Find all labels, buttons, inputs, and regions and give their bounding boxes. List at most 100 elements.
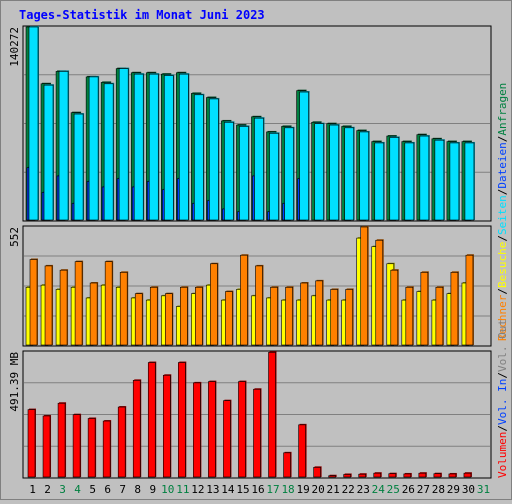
x-tick-label: 30 [462,483,475,496]
x-tick-label: 21 [327,483,340,496]
bar-rechner-13 [210,263,218,346]
x-tick-label: 3 [59,483,66,496]
x-tick-label: 27 [417,483,430,496]
bar-rechner-12 [195,286,203,346]
bar-seiten-17 [269,133,279,221]
legend-separator: / [496,425,509,432]
bar-volumen-1 [27,409,36,478]
bar-volumen-28 [433,473,442,478]
y-max-label-volume: 491.39 MB [8,352,21,412]
bar-dateien-12 [192,203,195,221]
x-tick-label: 31 [477,483,490,496]
legend-item: Besuche [496,242,509,288]
bar-volumen-19 [298,424,306,478]
bar-rechner-16 [255,265,263,346]
bar-seiten-20 [314,123,324,221]
x-tick-label: 15 [236,483,249,496]
bar-rechner-1 [29,259,38,346]
bar-rechner-9 [149,286,158,346]
bar-volumen-12 [193,382,201,478]
legend-item: Vol. Out [496,319,509,372]
legend-separator: / [496,288,509,295]
bar-seiten-19 [299,91,309,221]
x-tick-label: 9 [149,483,156,496]
bar-dateien-4 [71,203,75,221]
bar-volumen-4 [72,414,81,478]
x-tick-label: 16 [251,483,264,496]
bar-seiten-28 [434,139,445,221]
x-tick-label: 5 [89,483,96,496]
bar-seiten-15 [239,126,249,221]
x-tick-label: 29 [447,483,460,496]
bar-rechner-21 [330,289,338,346]
bar-volumen-6 [102,420,111,478]
bar-volumen-27 [418,472,427,478]
bar-rechner-10 [164,293,173,346]
bar-seiten-16 [254,117,264,221]
bar-rechner-28 [435,286,444,346]
legend-item: Seiten [496,195,509,235]
bar-dateien-7 [116,178,120,221]
bar-volumen-5 [87,418,96,478]
x-tick-label: 12 [191,483,204,496]
bar-seiten-21 [329,124,339,221]
x-tick-label: 26 [402,483,415,496]
chart-title: Tages-Statistik im Monat Juni 2023 [19,8,265,22]
x-tick-label: 19 [296,483,309,496]
bar-volumen-11 [178,362,186,478]
bar-volumen-29 [448,473,457,478]
x-tick-label: 28 [432,483,445,496]
bar-rechner-4 [74,261,83,346]
bar-dateien-13 [207,200,210,221]
bar-volumen-24 [373,472,382,478]
x-tick-label: 25 [387,483,400,496]
bar-rechner-15 [240,254,248,346]
bar-volumen-7 [117,406,126,478]
bar-volumen-22 [343,474,351,478]
bar-dateien-15 [237,211,240,221]
y-max-label-hits: 140272 [8,27,21,67]
bar-seiten-2 [43,84,54,221]
bar-seiten-7 [118,68,129,221]
bar-rechner-27 [420,272,429,346]
x-tick-label: 7 [119,483,126,496]
bar-seiten-11 [179,73,189,221]
bar-seiten-14 [224,122,234,221]
bar-rechner-30 [465,254,474,346]
bar-seiten-10 [163,75,174,221]
bar-rechner-24 [375,239,384,346]
x-tick-label: 4 [74,483,81,496]
bar-volumen-15 [238,381,246,478]
bar-volumen-26 [403,473,412,478]
bar-dateien-8 [131,186,135,221]
bar-volumen-13 [208,381,216,478]
bar-seiten-22 [344,127,354,221]
bar-volumen-2 [42,415,51,478]
bar-seiten-8 [133,73,144,221]
bar-seiten-1 [28,26,39,221]
legend-separator: / [496,372,509,379]
bar-seiten-24 [374,142,385,221]
bar-volumen-20 [313,467,321,478]
bar-rechner-18 [285,286,293,346]
x-tick-label: 8 [134,483,141,496]
bar-volumen-17 [268,352,276,478]
bar-seiten-12 [194,94,204,221]
bar-seiten-27 [419,135,430,221]
bar-dateien-10 [161,189,165,221]
legend-item: Volumen [496,432,509,478]
legend-separator: / [496,189,509,196]
bar-rechner-5 [89,282,98,346]
bar-seiten-4 [73,113,84,221]
bar-volumen-16 [253,388,261,478]
x-tick-label: 11 [176,483,189,496]
right-legend: Volumen/Vol. In/Vol. Out [496,319,509,478]
bar-volumen-25 [388,473,397,478]
x-tick-label: 22 [342,483,355,496]
bar-dateien-6 [101,186,105,221]
legend-item: Rechner [496,294,509,341]
bar-volumen-18 [283,452,291,478]
bar-rechner-19 [300,282,308,346]
